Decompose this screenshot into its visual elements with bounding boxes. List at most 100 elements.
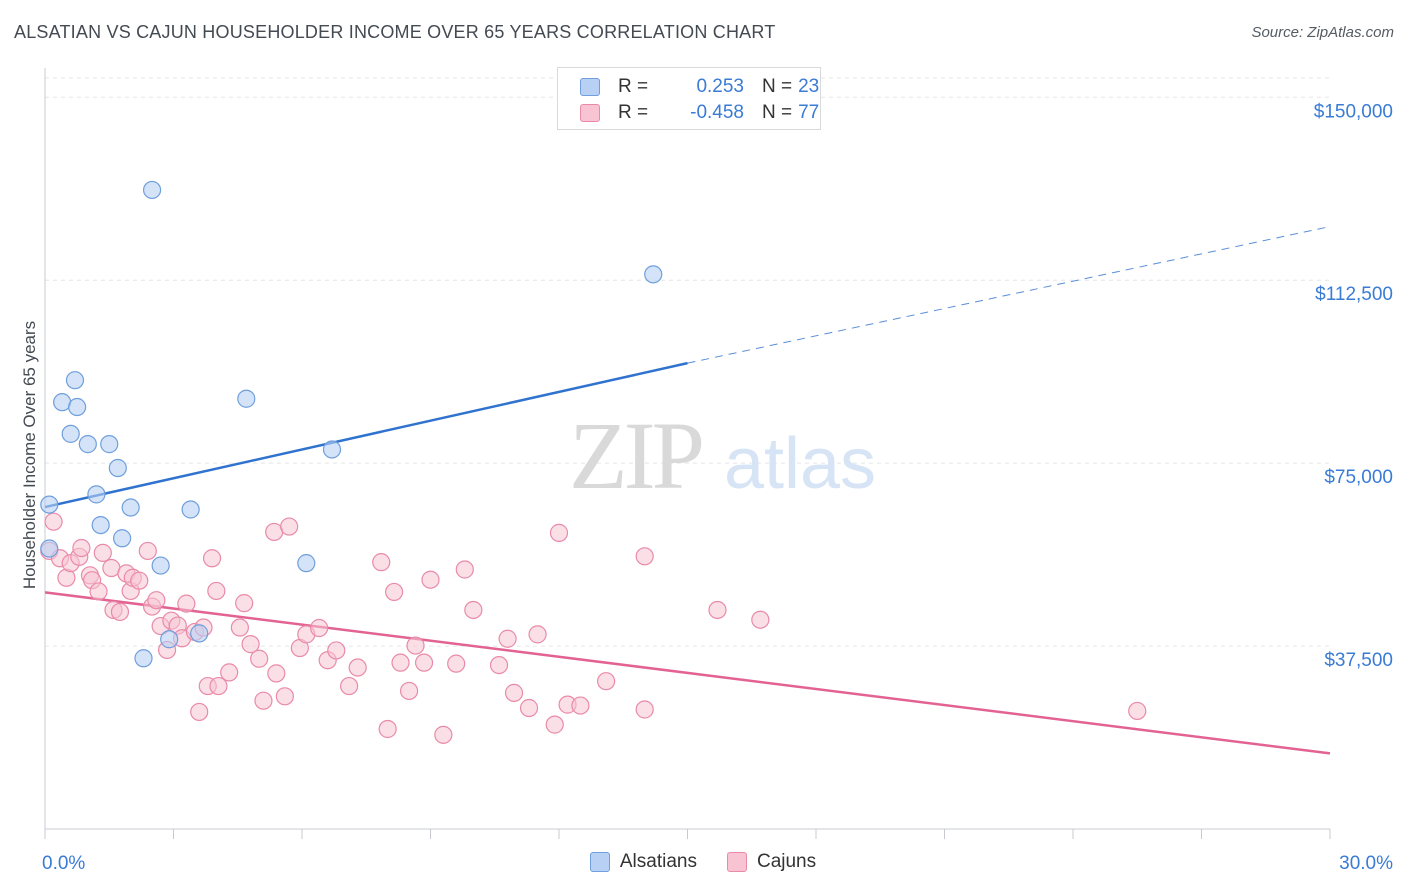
y-axis-title: Householder Income Over 65 years: [20, 320, 39, 590]
alsatian-point: [53, 393, 72, 412]
alsatian-point: [61, 424, 80, 443]
cajun-point: [597, 672, 616, 691]
cajun-point: [310, 618, 329, 638]
correlation-legend: R = 0.253 N = 23 R = -0.458 N = 77: [557, 67, 821, 130]
cajun-point: [267, 664, 286, 683]
alsatians-trend-extension: [687, 226, 1331, 364]
cajuns-trend-line: [44, 591, 1331, 755]
legend-n-value: 23: [798, 76, 820, 97]
cajun-point: [635, 700, 654, 719]
cajun-point: [147, 591, 166, 610]
alsatian-point: [121, 498, 140, 517]
cajun-point: [464, 600, 483, 620]
cajun-point: [327, 641, 346, 660]
cajun-point: [280, 517, 299, 536]
alsatian-point: [237, 389, 256, 408]
y-tick-label: $150,000: [1314, 101, 1393, 122]
alsatian-point: [181, 500, 200, 519]
alsatian-point: [68, 397, 87, 417]
cajun-point: [44, 512, 63, 531]
y-tick-label: $37,500: [1324, 650, 1393, 671]
alsatian-point: [87, 485, 106, 504]
cajun-point: [250, 649, 269, 668]
legend-r-label: R =: [618, 76, 649, 97]
alsatian-point: [40, 539, 59, 558]
chart-title: ALSATIAN VS CAJUN HOUSEHOLDER INCOME OVE…: [14, 22, 776, 42]
cajun-point: [190, 702, 209, 722]
legend-r-value: 0.253: [696, 76, 744, 97]
cajun-point: [110, 602, 130, 622]
alsatian-point: [142, 180, 162, 200]
cajun-point: [455, 560, 474, 579]
watermark-atlas: atlas: [724, 424, 876, 504]
cajun-point: [340, 676, 359, 696]
x-tick-label: 0.0%: [42, 853, 85, 874]
alsatian-point: [108, 458, 127, 478]
cajun-point: [545, 715, 564, 734]
alsatian-point: [322, 440, 342, 459]
cajun-point: [519, 698, 539, 718]
grid-lines: [45, 77, 1330, 647]
cajun-point: [635, 547, 654, 566]
cajun-point: [230, 618, 249, 637]
trend-lines: [44, 226, 1331, 755]
alsatian-point: [190, 624, 209, 643]
cajun-point: [414, 653, 434, 672]
watermark-zip: ZIP: [569, 402, 702, 509]
watermark: ZIP atlas: [569, 402, 876, 509]
cajun-point: [549, 523, 569, 542]
cajun-point: [751, 610, 770, 629]
cajun-point: [498, 629, 517, 648]
tick-labels: $37,500 $75,000 $112,500 $150,000 0.0% 30.0%: [42, 101, 1393, 874]
legend-n-value: 77: [798, 102, 820, 123]
cajun-point: [489, 655, 509, 675]
cajun-point: [202, 549, 222, 568]
legend-n-label: N =: [762, 102, 793, 123]
legend-item-alsatians: Alsatians: [589, 851, 697, 873]
alsatian-point: [297, 554, 316, 573]
cajun-point: [571, 696, 590, 715]
cajun-point: [130, 571, 149, 590]
alsatian-point: [134, 649, 153, 668]
legend-r-value: -0.458: [690, 102, 744, 123]
alsatians-trend-line: [44, 361, 688, 509]
cajun-point: [528, 625, 547, 644]
alsatian-point: [78, 435, 97, 454]
cajun-point: [209, 676, 228, 696]
cajun-point: [504, 683, 524, 702]
cajun-point: [399, 681, 419, 701]
cajun-point: [275, 687, 294, 706]
cajun-point: [235, 594, 254, 613]
alsatian-point: [40, 495, 59, 514]
alsatians-legend-label: Alsatians: [619, 851, 697, 872]
cajun-point: [421, 570, 440, 589]
legend-r-label: R =: [618, 102, 649, 123]
series-legend: Alsatians Cajuns: [0, 851, 1406, 873]
source-credit: Source: ZipAtlas.com: [1251, 24, 1394, 41]
alsatian-point: [100, 435, 119, 454]
cajun-point: [378, 719, 397, 739]
cajun-point: [72, 538, 91, 558]
alsatian-point: [151, 556, 170, 575]
alsatians-legend-swatch: [589, 852, 610, 872]
cajun-point: [384, 582, 404, 602]
legend-item-cajuns: Cajuns: [726, 851, 816, 873]
alsatian-point: [644, 265, 663, 284]
cajun-point: [254, 691, 273, 710]
cajun-point: [434, 725, 453, 744]
x-tick-label: 30.0%: [1339, 853, 1393, 874]
data-points: [40, 180, 1147, 744]
cajun-point: [93, 543, 112, 562]
cajun-point: [447, 654, 466, 673]
cajun-point: [207, 581, 226, 601]
legend-row-cajuns: R = -0.458 N = 77: [580, 101, 819, 125]
cajun-point: [372, 553, 391, 572]
cajun-point: [406, 636, 425, 655]
cajuns-legend-swatch: [726, 852, 747, 872]
cajun-point: [241, 635, 260, 654]
cajun-point: [391, 653, 410, 672]
alsatian-point: [91, 515, 110, 535]
axes: [44, 68, 1331, 839]
alsatian-point: [112, 529, 132, 548]
